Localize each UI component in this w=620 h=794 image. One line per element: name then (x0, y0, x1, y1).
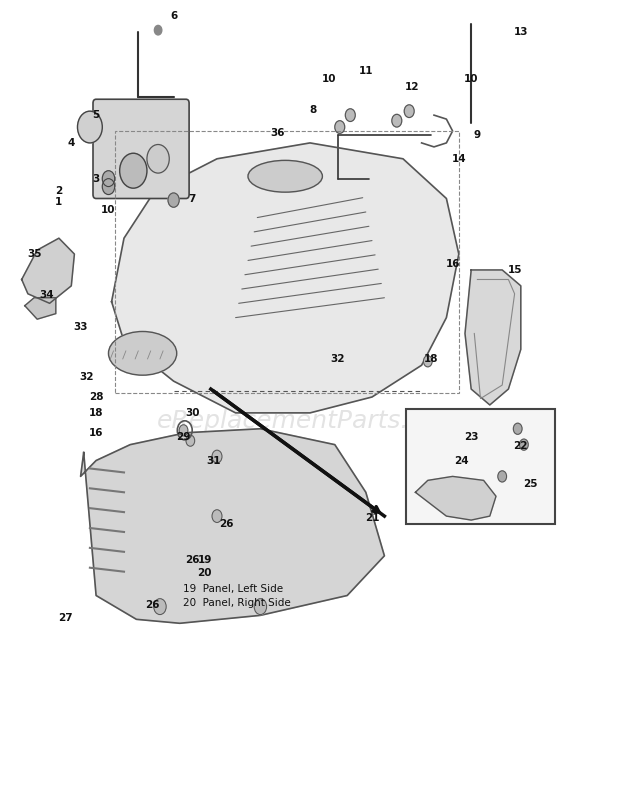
Circle shape (102, 179, 115, 195)
Circle shape (154, 599, 166, 615)
Text: 30: 30 (185, 408, 200, 418)
Circle shape (520, 439, 528, 450)
Text: 10: 10 (101, 206, 116, 215)
Text: 23: 23 (464, 432, 479, 441)
Polygon shape (415, 476, 496, 520)
Text: 1: 1 (55, 198, 63, 207)
Circle shape (498, 471, 507, 482)
Text: 10: 10 (464, 75, 479, 84)
Circle shape (154, 25, 162, 35)
Text: 12: 12 (405, 83, 420, 92)
Text: 26: 26 (144, 600, 159, 610)
Text: 9: 9 (474, 130, 481, 140)
Text: 16: 16 (445, 259, 460, 268)
Text: 28: 28 (89, 392, 104, 402)
Text: 36: 36 (270, 129, 285, 138)
Text: 35: 35 (27, 249, 42, 259)
Circle shape (335, 121, 345, 133)
Text: eReplacementParts.com: eReplacementParts.com (157, 409, 463, 433)
Circle shape (212, 450, 222, 463)
Text: 4: 4 (68, 138, 75, 148)
Circle shape (423, 356, 432, 367)
Polygon shape (22, 238, 74, 303)
Text: 34: 34 (39, 291, 54, 300)
Polygon shape (465, 270, 521, 405)
Text: 31: 31 (206, 456, 221, 465)
Circle shape (179, 425, 188, 436)
Circle shape (147, 145, 169, 173)
Circle shape (404, 105, 414, 118)
Text: 15: 15 (507, 265, 522, 275)
Text: 33: 33 (73, 322, 88, 332)
Text: 18: 18 (89, 408, 104, 418)
Circle shape (186, 435, 195, 446)
Text: 10: 10 (321, 75, 336, 84)
Ellipse shape (248, 160, 322, 192)
Text: 24: 24 (454, 456, 469, 465)
Text: 3: 3 (92, 174, 100, 183)
Text: 19  Panel, Left Side: 19 Panel, Left Side (183, 584, 283, 594)
Text: 8: 8 (309, 105, 317, 114)
Text: 20: 20 (197, 569, 212, 578)
Circle shape (78, 111, 102, 143)
Text: 32: 32 (79, 372, 94, 382)
Text: 2: 2 (55, 186, 63, 195)
Text: 13: 13 (513, 27, 528, 37)
Text: 25: 25 (523, 480, 538, 489)
Text: 7: 7 (188, 194, 196, 203)
Text: 32: 32 (330, 354, 345, 364)
Text: 6: 6 (170, 11, 177, 21)
Text: 16: 16 (89, 428, 104, 437)
FancyBboxPatch shape (93, 99, 189, 198)
Text: 22: 22 (513, 441, 528, 451)
Circle shape (120, 153, 147, 188)
Text: 19: 19 (197, 555, 212, 565)
Circle shape (102, 171, 115, 187)
Circle shape (168, 193, 179, 207)
Polygon shape (112, 143, 459, 413)
Text: 18: 18 (423, 354, 438, 364)
Circle shape (345, 109, 355, 121)
Text: 20  Panel, Right Side: 20 Panel, Right Side (183, 599, 291, 608)
Text: 26: 26 (185, 555, 200, 565)
Ellipse shape (108, 332, 177, 375)
Text: 29: 29 (175, 432, 190, 441)
Text: 27: 27 (58, 613, 73, 622)
Polygon shape (25, 298, 56, 319)
Text: 5: 5 (92, 110, 100, 120)
Circle shape (513, 423, 522, 434)
Text: 14: 14 (451, 154, 466, 164)
Circle shape (254, 599, 267, 615)
Polygon shape (81, 429, 384, 623)
Text: 11: 11 (358, 67, 373, 76)
Text: 21: 21 (365, 513, 379, 522)
Circle shape (212, 510, 222, 522)
Circle shape (392, 114, 402, 127)
Text: 26: 26 (219, 519, 234, 529)
FancyBboxPatch shape (406, 409, 555, 524)
